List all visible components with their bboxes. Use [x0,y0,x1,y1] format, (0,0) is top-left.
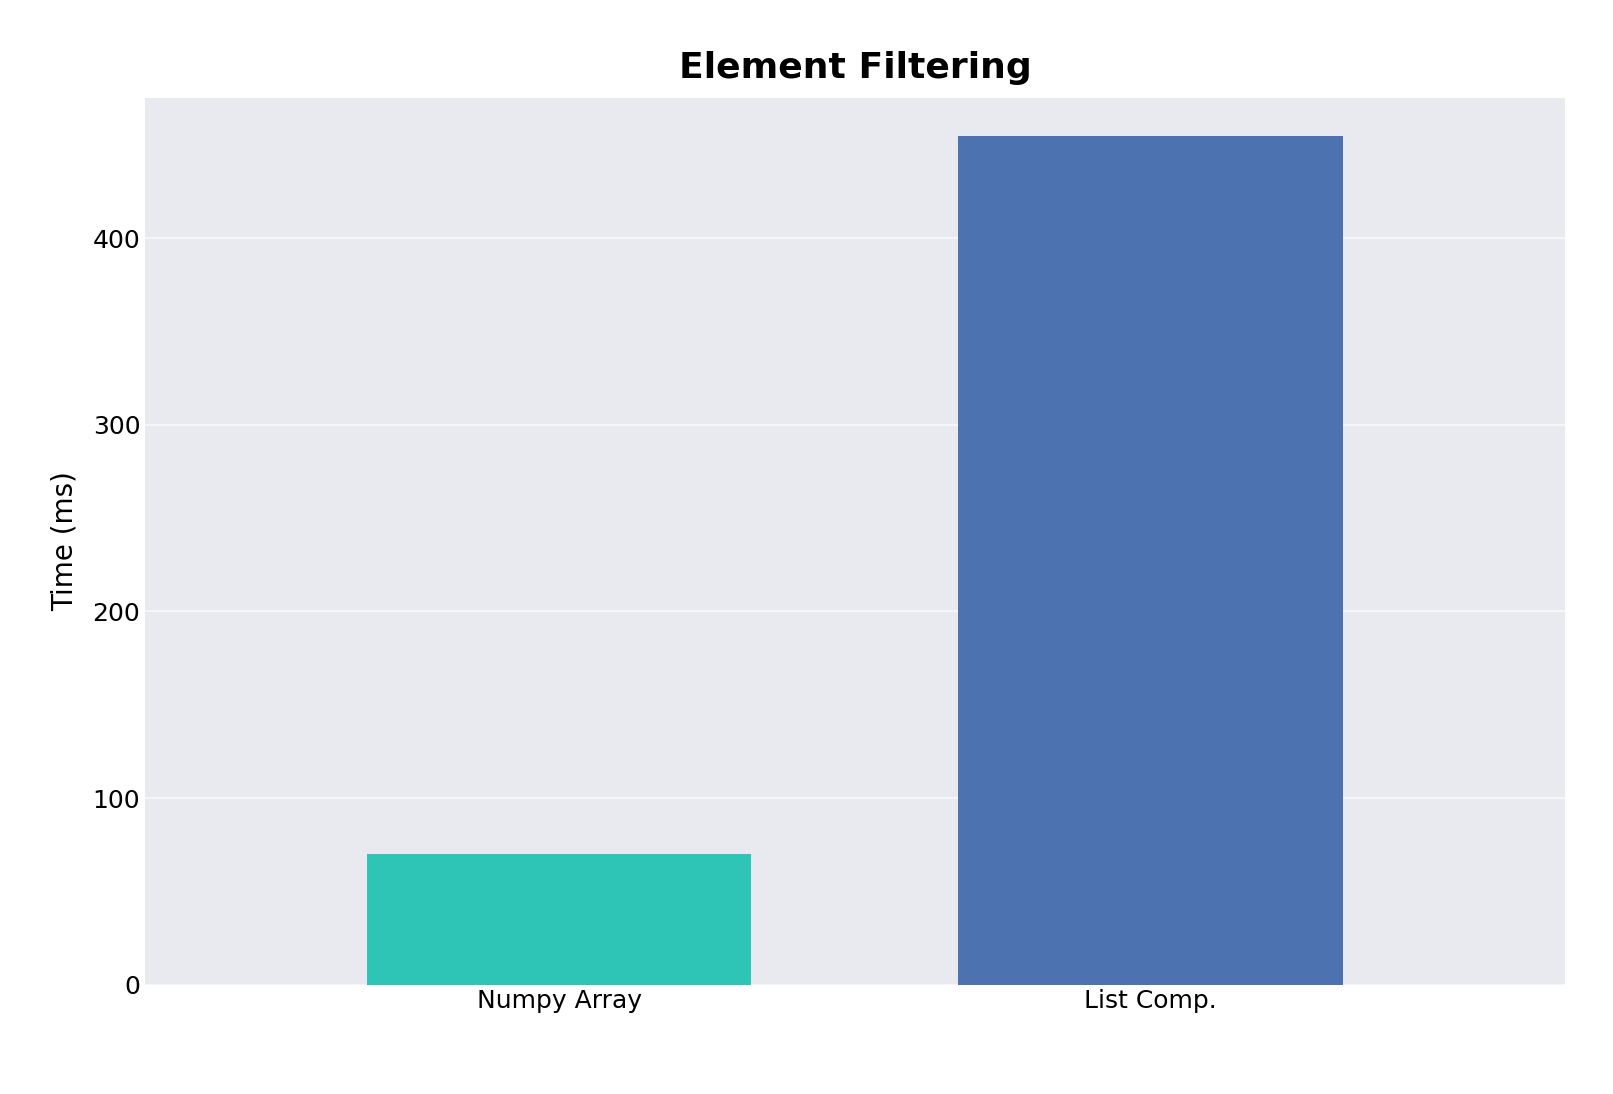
Title: Element Filtering: Element Filtering [679,50,1031,84]
Bar [958,136,1342,985]
Y-axis label: Time (ms): Time (ms) [50,472,79,612]
Bar [366,854,752,985]
